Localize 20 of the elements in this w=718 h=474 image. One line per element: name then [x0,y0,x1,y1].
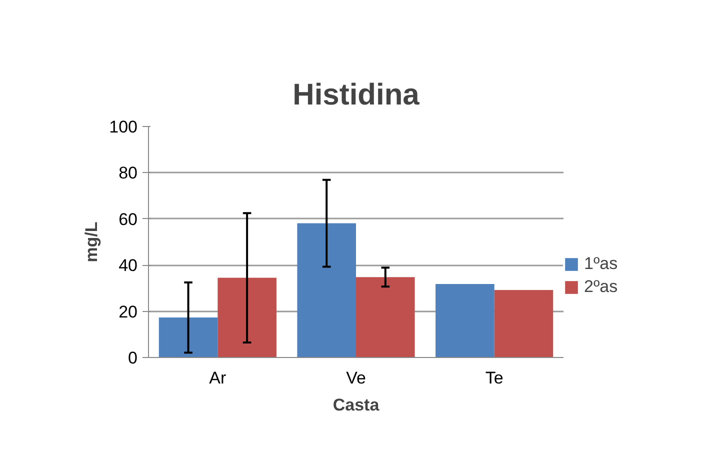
y-axis-title: mg/L [82,222,102,262]
bar [218,278,276,358]
x-tick-label: Ar [209,368,227,388]
bar [297,223,356,358]
y-tick-label: 0 [128,348,138,368]
bar [436,284,494,358]
y-tick-label: 60 [118,210,138,229]
bar [494,290,554,358]
x-axis-title: Casta [332,396,380,414]
bar [356,277,415,358]
x-tick-label: Te [485,368,504,388]
bar [158,318,218,358]
legend-label: 2ºas [584,277,618,297]
legend-label: 1ºas [584,254,618,274]
y-tick-label: 80 [118,164,138,183]
y-tick-label: 100 [109,118,138,136]
y-tick-label: 20 [118,302,138,322]
chart-title: Histidina [292,78,420,112]
y-tick-label: 40 [118,256,138,276]
x-tick-label: Ve [346,368,366,388]
